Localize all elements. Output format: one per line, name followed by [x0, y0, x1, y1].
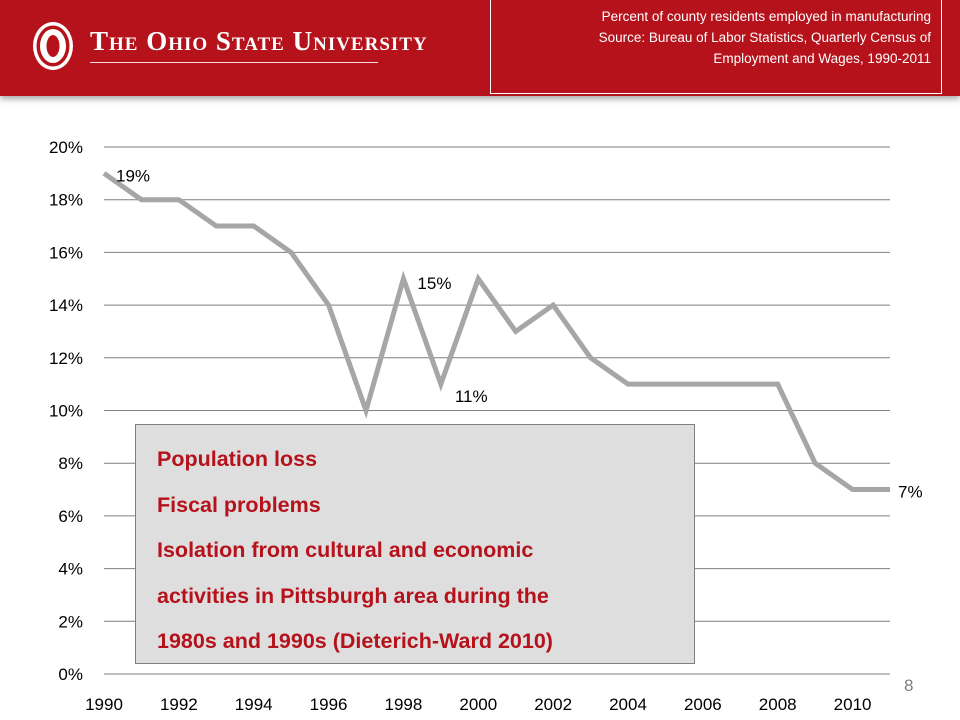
- x-tick-label: 1992: [160, 695, 198, 714]
- x-tick-label: 1996: [310, 695, 348, 714]
- y-tick-label: 20%: [49, 138, 83, 157]
- x-tick-label: 2004: [609, 695, 647, 714]
- source-note: Percent of county residents employed in …: [490, 0, 942, 94]
- source-line: Employment and Wages, 1990-2011: [713, 51, 931, 66]
- x-tick-label: 2010: [834, 695, 872, 714]
- y-tick-label: 6%: [58, 507, 83, 526]
- y-tick-label: 10%: [49, 402, 83, 421]
- data-label: 15%: [417, 274, 451, 293]
- y-tick-label: 16%: [49, 243, 83, 262]
- data-labels: 19% 15% 11% 7%: [116, 166, 923, 501]
- data-label: 7%: [898, 483, 923, 502]
- y-tick-label: 12%: [49, 349, 83, 368]
- y-axis-ticks: 0% 2% 4% 6% 8% 10% 12% 14% 16% 18% 20%: [49, 138, 83, 684]
- y-tick-label: 8%: [58, 454, 83, 473]
- data-label: 19%: [116, 166, 150, 185]
- header-bar: The Ohio State University Percent of cou…: [0, 0, 960, 96]
- source-line: Source: Bureau of Labor Statistics, Quar…: [598, 30, 931, 45]
- note-line: Isolation from cultural and economic: [157, 538, 534, 562]
- y-tick-label: 14%: [49, 296, 83, 315]
- block-o-logo-icon: [33, 22, 73, 70]
- y-tick-label: 2%: [58, 612, 83, 631]
- series-line: [102, 171, 890, 493]
- data-label: 11%: [455, 387, 488, 406]
- x-tick-label: 1994: [235, 695, 273, 714]
- source-line: Percent of county residents employed in …: [601, 9, 931, 24]
- note-line: 1980s and 1990s (Dieterich-Ward 2010): [157, 629, 553, 653]
- slide-number: 8: [904, 676, 914, 695]
- y-tick-label: 18%: [49, 191, 83, 210]
- note-line: activities in Pittsburgh area during the: [157, 583, 549, 608]
- annotation-box: Population loss Fiscal problems Isolatio…: [135, 424, 695, 664]
- x-tick-label: 2000: [459, 695, 497, 714]
- y-tick-label: 4%: [58, 560, 83, 579]
- series-layer: [102, 171, 891, 493]
- logo-divider: [90, 62, 378, 63]
- x-tick-label: 2008: [759, 695, 797, 714]
- x-tick-label: 1990: [85, 695, 123, 714]
- x-tick-label: 2002: [534, 695, 572, 714]
- x-tick-label: 2006: [684, 695, 722, 714]
- x-tick-label: 1998: [385, 695, 423, 714]
- note-line: Population loss: [157, 447, 318, 471]
- y-tick-label: 0%: [58, 665, 83, 684]
- note-line: Fiscal problems: [157, 492, 321, 517]
- university-name: The Ohio State University: [90, 26, 428, 56]
- x-axis-ticks: 1990 1992 1994 1996 1998 2000 2002 2004 2006 2008…: [85, 695, 871, 714]
